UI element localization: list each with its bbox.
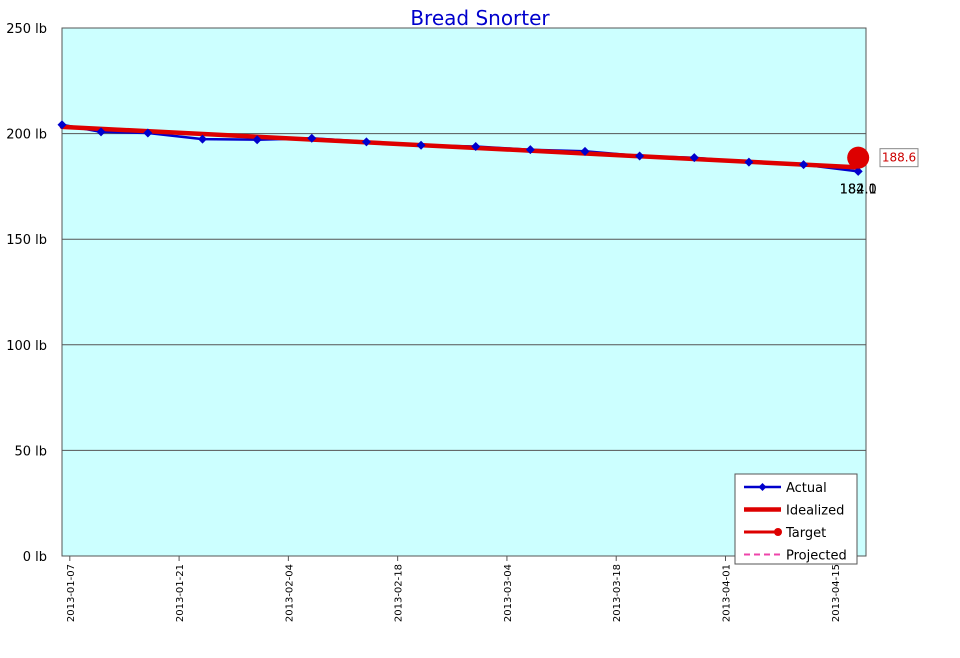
legend-label: Projected xyxy=(786,549,847,564)
actual-point xyxy=(361,137,371,147)
actual-point xyxy=(853,166,863,176)
y-tick-label: 150 lb xyxy=(6,233,47,248)
x-tick-label: 2013-03-18 xyxy=(612,564,623,622)
y-axis-ticks: 0 lb 50 lb 100 lb 150 lb 200 lb 250 lb xyxy=(6,22,47,565)
target-point xyxy=(847,146,870,169)
actual-point xyxy=(799,160,809,170)
actual-point xyxy=(416,140,426,150)
legend-marker-circle xyxy=(774,528,782,536)
x-tick-label: 2013-04-01 xyxy=(721,564,732,622)
y-tick-label: 200 lb xyxy=(6,128,47,143)
actual-point xyxy=(252,135,262,145)
actual-point xyxy=(744,157,754,167)
chart-title: Bread Snorter xyxy=(410,6,550,30)
actual-point xyxy=(143,128,153,138)
target-callout-label: 188.6 xyxy=(882,151,916,165)
actual-point xyxy=(471,141,481,151)
series xyxy=(57,120,870,176)
legend-box xyxy=(734,473,858,565)
x-tick-label: 2013-01-07 xyxy=(66,564,77,622)
y-tick-label: 0 lb xyxy=(23,550,47,565)
y-tick-label: 250 lb xyxy=(6,22,47,37)
x-tick-label: 2013-02-04 xyxy=(284,564,295,622)
x-tick-label: 2013-04-15 xyxy=(831,564,842,622)
plot-frame xyxy=(61,27,867,557)
actual-point xyxy=(307,133,317,143)
y-tick-label: 100 lb xyxy=(6,339,47,354)
actual-point xyxy=(96,127,106,137)
legend-label: Actual xyxy=(786,481,827,496)
actual-point xyxy=(580,146,590,156)
actual-point xyxy=(198,134,208,144)
legend-label: Idealized xyxy=(786,504,844,519)
actual-point xyxy=(525,145,535,155)
x-tick-label: 2013-02-18 xyxy=(394,564,405,622)
x-tick-label: 2013-03-04 xyxy=(503,564,514,622)
actual-point xyxy=(689,153,699,163)
actual-point xyxy=(57,120,67,130)
legend-label: Target xyxy=(785,526,826,541)
target-callout-box xyxy=(879,148,919,168)
x-axis-ticks: 2013-01-07 2013-01-21 2013-02-04 2013-02-18… xyxy=(66,556,842,622)
y-tick-label: 50 lb xyxy=(14,444,47,459)
end-value-label: 184.0 xyxy=(840,182,877,197)
axes xyxy=(61,27,867,557)
legend: Actual Idealized Target Projected xyxy=(734,473,858,565)
idealized-series-line xyxy=(59,124,861,170)
plot-area xyxy=(62,28,866,556)
actual-point xyxy=(635,151,645,161)
end-value-label: 182.1 xyxy=(840,182,877,197)
x-tick-label: 2013-01-21 xyxy=(175,564,186,622)
legend-marker-diamond xyxy=(758,483,767,491)
